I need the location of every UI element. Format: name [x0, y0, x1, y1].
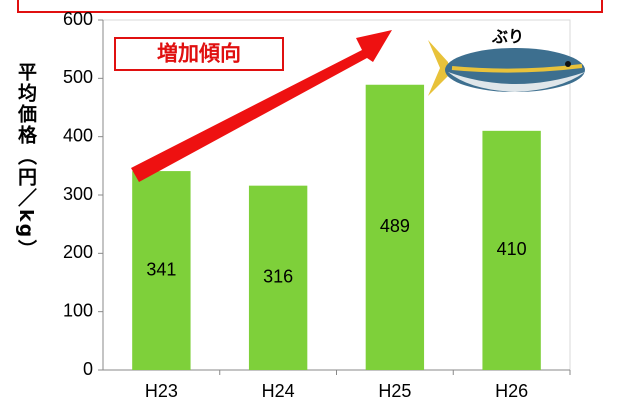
data-label: 489: [380, 216, 410, 236]
fish-label: ぶり: [491, 28, 524, 46]
bar: [132, 171, 191, 370]
data-label: 316: [263, 267, 293, 287]
y-tick-label: 200: [63, 242, 93, 262]
trend-label: 増加傾向: [157, 42, 241, 66]
trend-box: [114, 37, 284, 71]
data-label: 410: [497, 239, 527, 259]
bar: [482, 130, 541, 370]
bar: [365, 84, 425, 370]
y-tick-label: 100: [63, 300, 93, 320]
trend-arrow: [131, 30, 392, 182]
x-tick-label: H26: [495, 381, 528, 401]
y-axis-label: 平均価格（円／kg）: [15, 62, 37, 261]
y-tick-label: 600: [63, 9, 93, 29]
y-tick-label: 0: [83, 359, 93, 379]
fish-icon: [428, 40, 585, 96]
x-tick-label: H25: [378, 381, 411, 401]
bar: [248, 185, 308, 370]
y-tick-label: 300: [63, 184, 93, 204]
y-tick-label: 400: [63, 125, 93, 145]
y-tick-label: 500: [63, 67, 93, 87]
x-tick-label: H23: [145, 381, 178, 401]
x-tick-label: H24: [262, 381, 295, 401]
data-label: 341: [146, 259, 176, 279]
top-frame: [17, 0, 603, 13]
